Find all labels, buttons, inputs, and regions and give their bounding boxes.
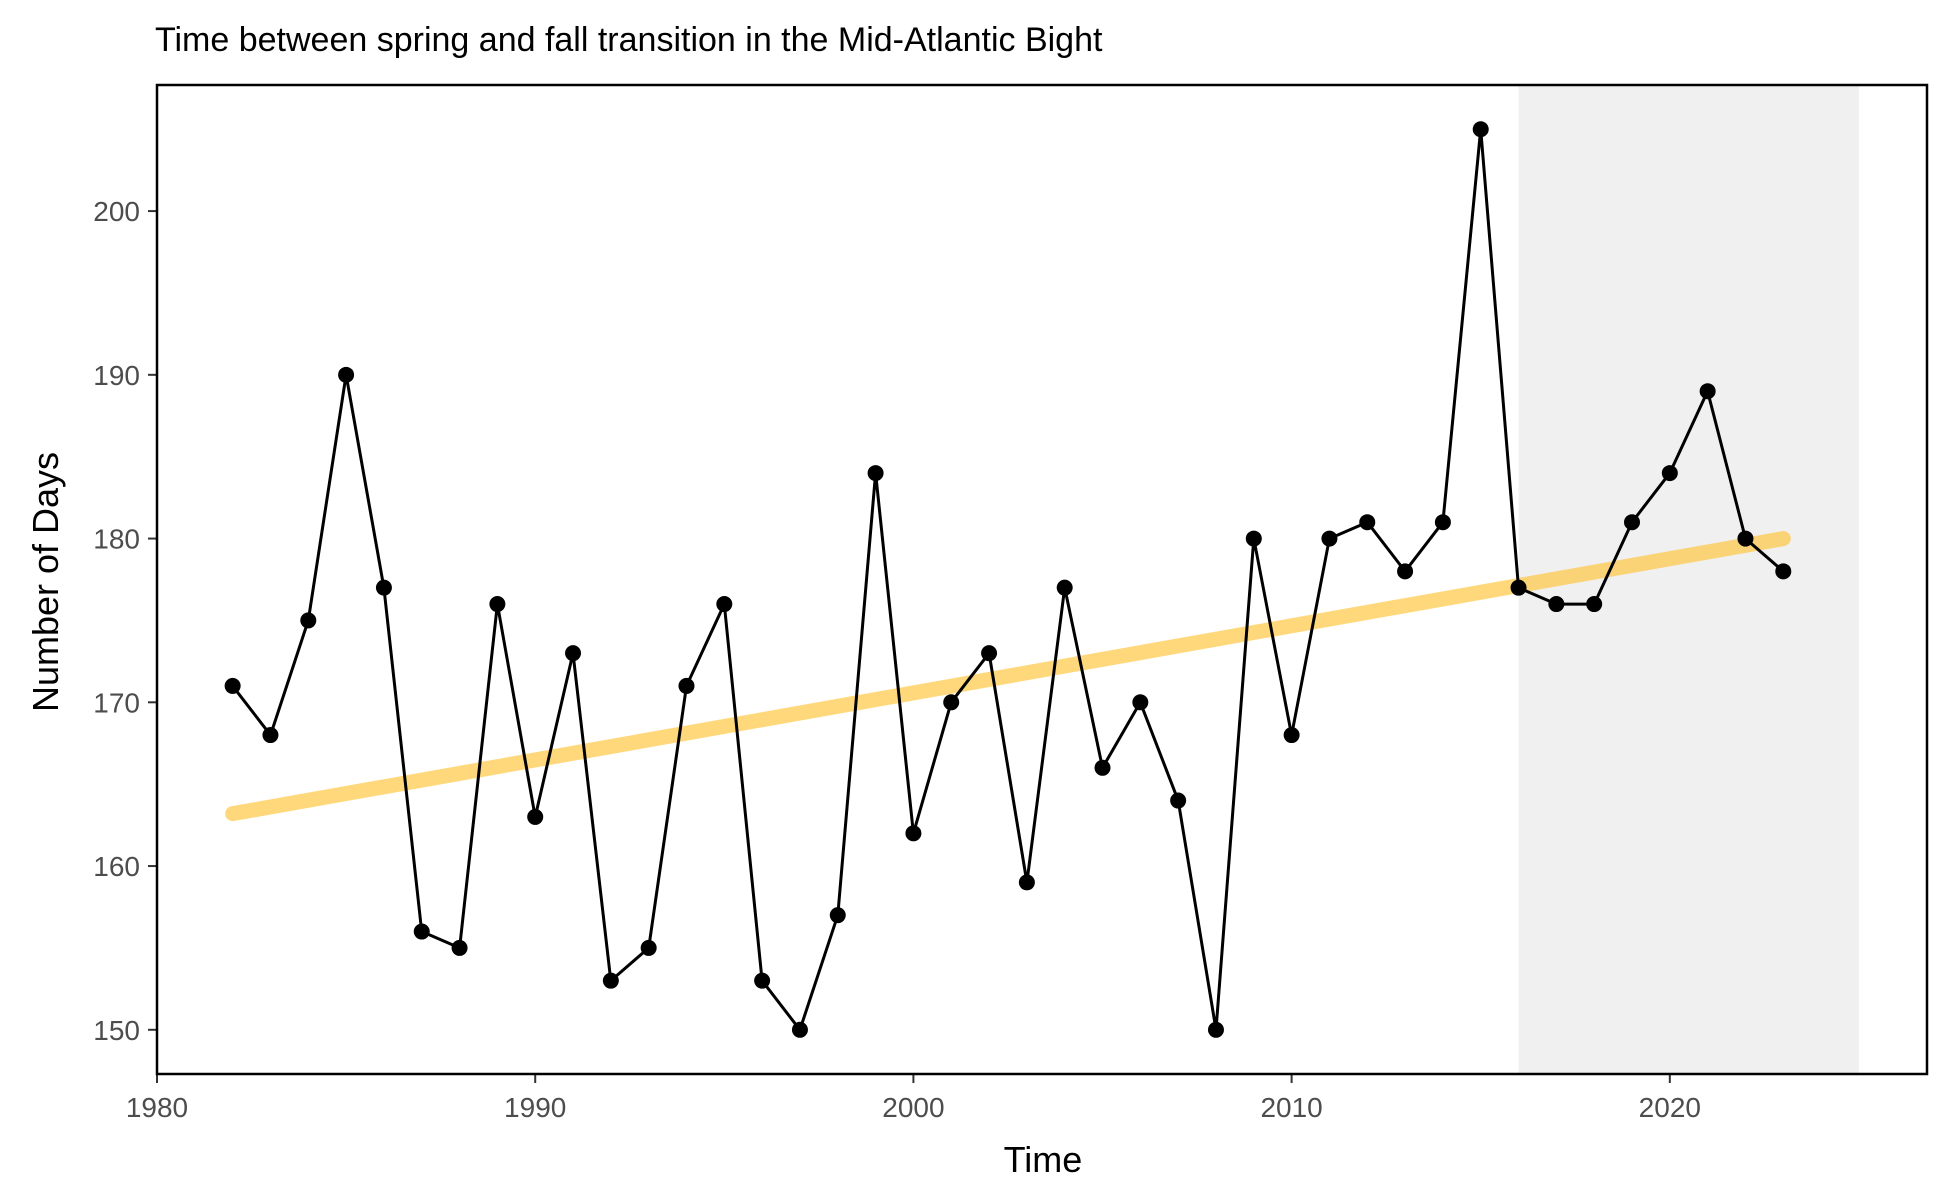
data-point xyxy=(1434,514,1451,531)
data-point xyxy=(489,596,506,613)
x-tick-label: 2010 xyxy=(1260,1092,1322,1123)
data-point xyxy=(1397,563,1414,580)
data-point xyxy=(1699,383,1716,400)
chart-title: Time between spring and fall transition … xyxy=(155,21,1103,59)
data-point xyxy=(1170,792,1187,809)
x-tick-label: 1990 xyxy=(504,1092,566,1123)
data-point xyxy=(338,366,355,383)
data-point xyxy=(451,939,468,956)
data-point xyxy=(678,677,695,694)
x-tick-label: 1980 xyxy=(126,1092,188,1123)
data-point xyxy=(1283,727,1300,744)
data-point xyxy=(262,727,279,744)
data-point xyxy=(640,939,657,956)
data-point xyxy=(1056,579,1073,596)
x-tick-label: 2020 xyxy=(1639,1092,1701,1123)
data-point xyxy=(565,645,582,662)
data-point xyxy=(1661,465,1678,482)
y-tick-label: 190 xyxy=(93,360,140,391)
data-point xyxy=(791,1021,808,1038)
y-tick-label: 170 xyxy=(93,687,140,718)
data-point xyxy=(867,465,884,482)
data-point xyxy=(905,825,922,842)
x-axis-title: Time xyxy=(1004,1139,1083,1180)
x-tick-label: 2000 xyxy=(882,1092,944,1123)
y-tick-label: 180 xyxy=(93,524,140,555)
data-point xyxy=(375,579,392,596)
data-point xyxy=(1207,1021,1224,1038)
data-point xyxy=(1132,694,1149,711)
data-point xyxy=(1510,579,1527,596)
data-point xyxy=(224,677,241,694)
y-tick-label: 150 xyxy=(93,1015,140,1046)
data-point xyxy=(1359,514,1376,531)
y-tick-label: 160 xyxy=(93,851,140,882)
data-point xyxy=(1094,759,1111,776)
data-point xyxy=(1018,874,1035,891)
data-point xyxy=(413,923,430,940)
data-point xyxy=(829,907,846,924)
plot-panel-border xyxy=(155,83,1929,1076)
data-point xyxy=(943,694,960,711)
data-point xyxy=(1472,121,1489,138)
data-point xyxy=(1586,596,1603,613)
data-points xyxy=(224,121,1792,1038)
y-tick-label: 200 xyxy=(93,196,140,227)
data-point xyxy=(602,972,619,989)
data-point xyxy=(1624,514,1640,531)
data-point xyxy=(1245,530,1262,547)
x-axis-ticks: 1980 1990 2000 2010 2020 xyxy=(126,1074,1701,1123)
data-point xyxy=(981,645,998,662)
y-axis-title: Number of Days xyxy=(25,452,66,712)
data-point xyxy=(1737,530,1754,547)
data-point xyxy=(754,972,771,989)
data-point xyxy=(1775,563,1792,580)
data-point xyxy=(716,596,733,613)
y-axis-ticks: 150 160 170 180 190 200 xyxy=(93,196,157,1046)
data-point xyxy=(527,808,544,825)
data-point xyxy=(1321,530,1338,547)
data-point xyxy=(300,612,317,629)
data-point xyxy=(1548,596,1565,613)
